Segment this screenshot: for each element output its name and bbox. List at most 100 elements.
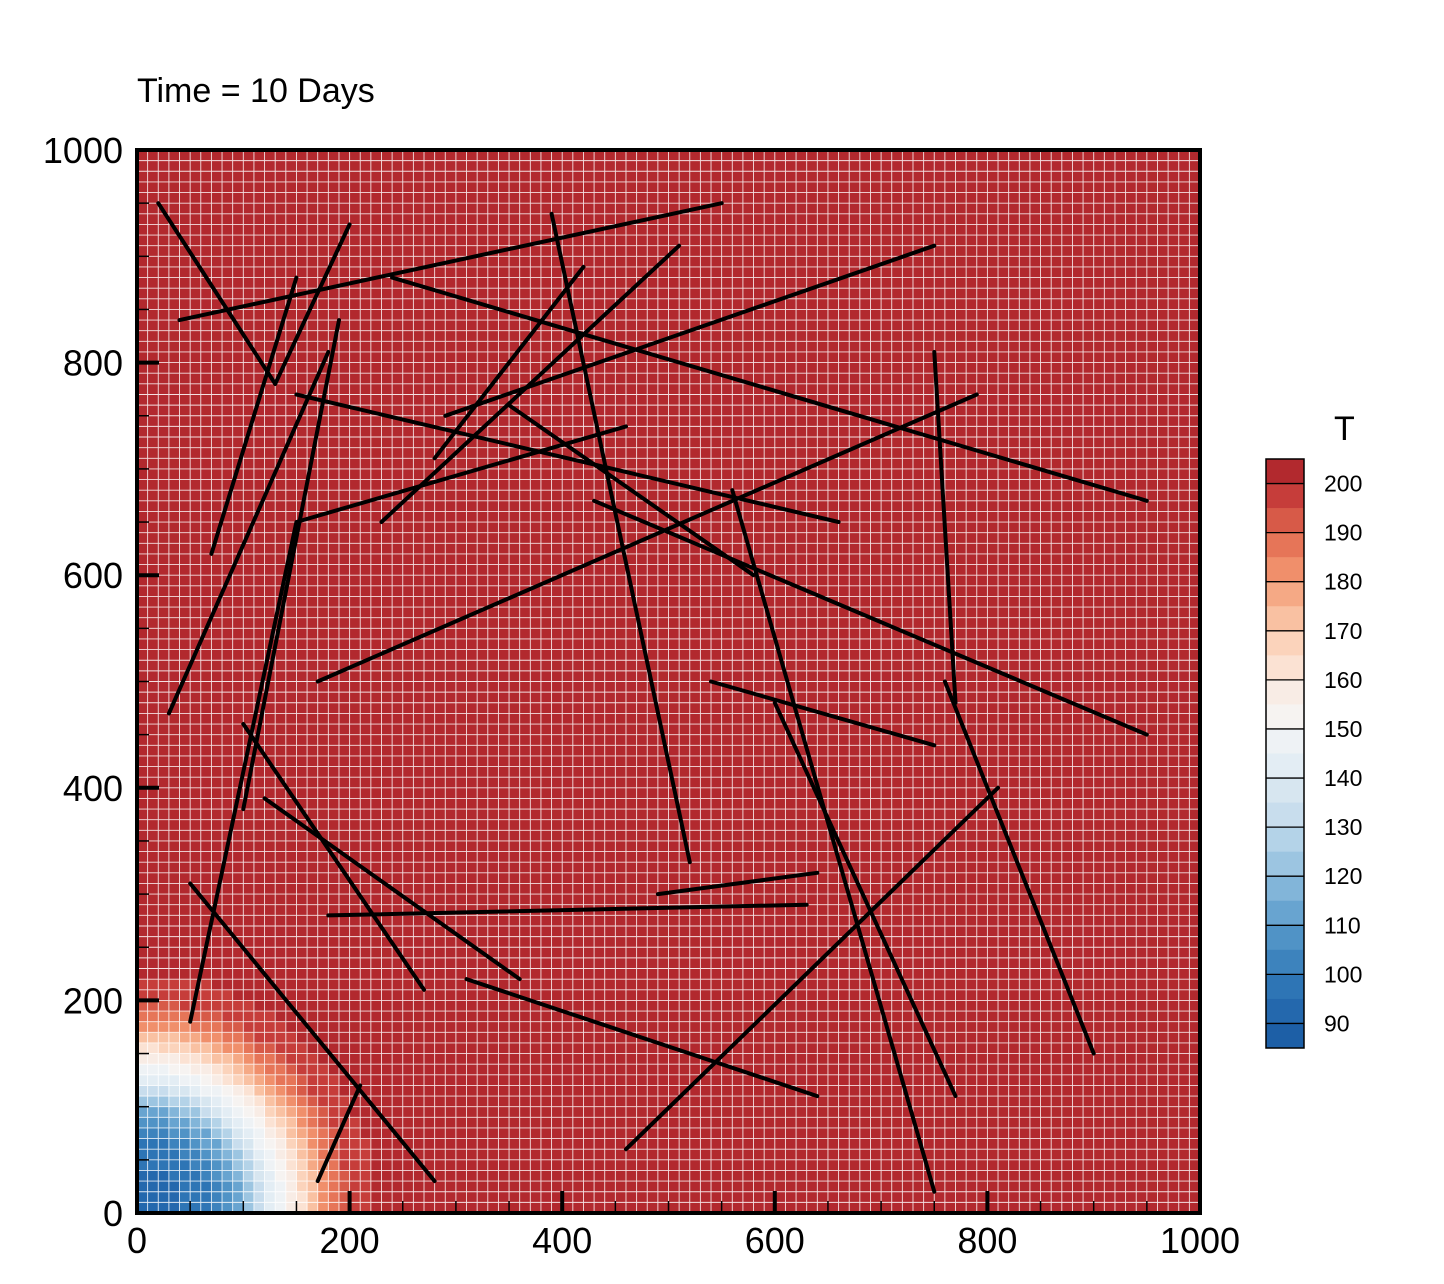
- heatmap-cell: [222, 1202, 233, 1214]
- heatmap-cell: [232, 1032, 244, 1044]
- heatmap-cell: [200, 1149, 212, 1161]
- heatmap-cell: [137, 1170, 148, 1182]
- heatmap-cell: [307, 1085, 319, 1097]
- heatmap-cell: [190, 1138, 202, 1150]
- heatmap-cell: [190, 1053, 202, 1065]
- heatmap-cell: [232, 1064, 244, 1076]
- heatmap-cell: [168, 1117, 180, 1129]
- heatmap-cell: [200, 1127, 212, 1139]
- colorbar-tick-label: 170: [1324, 618, 1362, 644]
- fracture-line: [464, 977, 820, 1099]
- heatmap-cell: [328, 1181, 340, 1193]
- heatmap-cell: [296, 1096, 308, 1107]
- heatmap-cell: [264, 1191, 276, 1203]
- heatmap-cell: [253, 1085, 265, 1097]
- heatmap-cell: [307, 1074, 319, 1086]
- heatmap-cell: [243, 1074, 255, 1086]
- heatmap-cell: [179, 1138, 191, 1150]
- heatmap-cell: [232, 1170, 244, 1182]
- heatmap-cell: [296, 1053, 308, 1065]
- heatmap-cell: [168, 1085, 180, 1097]
- heatmap-cell: [285, 1032, 297, 1044]
- y-tick-label: 600: [63, 555, 123, 596]
- heatmap-cell: [147, 1138, 159, 1150]
- heatmap-cell: [222, 1191, 233, 1203]
- colorbar-band: [1266, 827, 1304, 853]
- heatmap-cell: [179, 1202, 191, 1214]
- fracture-line: [549, 211, 692, 865]
- heatmap-cell: [147, 1085, 159, 1097]
- heatmap-cell: [317, 1138, 329, 1150]
- heatmap-cell: [211, 1085, 223, 1097]
- heatmap-cell: [338, 1127, 350, 1139]
- heatmap-cell: [264, 1074, 276, 1086]
- heatmap-cell: [190, 1106, 202, 1118]
- x-tick-label: 200: [320, 1220, 380, 1261]
- fracture-lines: [156, 201, 1149, 1194]
- heatmap-cell: [137, 1106, 148, 1118]
- heatmap-cell: [137, 1000, 148, 1012]
- heatmap-cell: [147, 1170, 159, 1182]
- heatmap-cell: [200, 1106, 212, 1118]
- heatmap-cell: [317, 1117, 329, 1129]
- heatmap-cell: [168, 1000, 180, 1012]
- heatmap-cell: [168, 1191, 180, 1203]
- heatmap-cell: [253, 1181, 265, 1193]
- heatmap-cell: [137, 1138, 148, 1150]
- heatmap-cell: [296, 1191, 308, 1203]
- heatmap-cell: [147, 1127, 159, 1139]
- heatmap-cell: [253, 1138, 265, 1150]
- heatmap-cell: [222, 1096, 233, 1107]
- heatmap-cell: [243, 1021, 255, 1033]
- fracture-line: [188, 424, 628, 1024]
- heatmap-cell: [264, 1085, 276, 1097]
- heatmap-cell: [190, 1191, 202, 1203]
- heatmap-cell: [285, 1064, 297, 1076]
- heatmap-cell: [253, 1202, 265, 1214]
- heatmap-cell: [158, 1021, 170, 1033]
- heatmap-cell: [253, 1074, 265, 1086]
- heatmap-cell: [307, 1138, 319, 1150]
- heatmap-cell: [147, 1159, 159, 1171]
- heatmap-cell: [264, 1149, 276, 1161]
- heatmap-cell: [232, 1181, 244, 1193]
- heatmap-cell: [232, 1074, 244, 1086]
- heatmap-cell: [179, 1170, 191, 1182]
- fracture-line: [390, 275, 1149, 503]
- heatmap-cell: [285, 1170, 297, 1182]
- heatmap-cell: [232, 1021, 244, 1033]
- heatmap-cell: [232, 1053, 244, 1065]
- heatmap-cell: [275, 1096, 287, 1107]
- heatmap-cell: [200, 1032, 212, 1044]
- colorbar-band: [1266, 998, 1304, 1024]
- heatmap-cell: [200, 1053, 212, 1065]
- heatmap-cell: [275, 1191, 287, 1203]
- heatmap-cell: [211, 1127, 223, 1139]
- heatmap-cell: [200, 1064, 212, 1076]
- colorbar-tick-label: 110: [1324, 912, 1361, 938]
- heatmap-cell: [360, 1159, 372, 1171]
- heatmap-cell: [243, 1127, 255, 1139]
- fracture-line: [177, 201, 724, 323]
- heatmap-cell: [158, 1106, 170, 1118]
- heatmap-cell: [296, 1138, 308, 1150]
- heatmap-cell: [137, 1191, 148, 1203]
- heatmap-cell: [147, 1000, 159, 1012]
- heatmap-cell: [328, 1096, 340, 1107]
- heatmap-cell: [179, 1011, 191, 1022]
- heatmap-cell: [200, 1042, 212, 1054]
- heatmap-cell: [232, 1117, 244, 1129]
- heatmap-cell: [243, 1032, 255, 1044]
- heatmap-cell: [328, 1106, 340, 1118]
- heatmap-cell: [328, 1085, 340, 1097]
- heatmap-cell: [200, 1159, 212, 1171]
- fracture-line: [432, 264, 586, 461]
- heatmap-cell: [190, 1074, 202, 1086]
- heatmap-cell: [264, 1106, 276, 1118]
- heatmap-cell: [222, 1053, 233, 1065]
- mesh-grid-lines: [137, 150, 1200, 1213]
- heatmap-cell: [275, 1085, 287, 1097]
- colorbar-band: [1266, 679, 1304, 705]
- colorbar-tick-label: 90: [1324, 1010, 1350, 1036]
